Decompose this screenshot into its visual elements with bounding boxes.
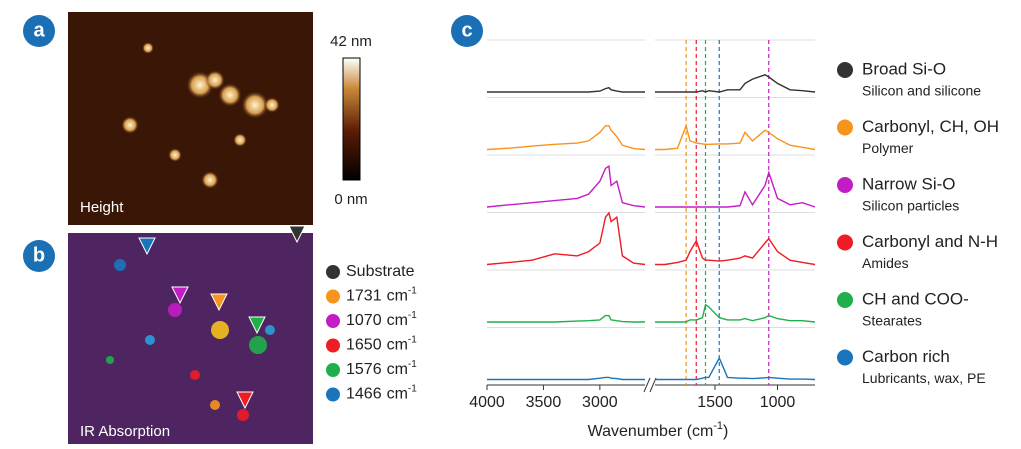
legend-wavenumber: 1466 [346, 386, 382, 403]
legend-marker [326, 265, 340, 279]
legend-subtitle: Silicon and silicone [862, 83, 981, 99]
spectrum-line [655, 123, 816, 151]
legend-label: 1731 cm-1 [346, 285, 417, 305]
legend-wavenumber: 1576 [346, 361, 382, 378]
spectrum-line [487, 86, 645, 93]
spectrum-line [655, 74, 816, 93]
spectrum-line [486, 125, 646, 151]
legend-label: 1650 cm-1 [346, 334, 417, 354]
x-axis-label-end: ) [723, 423, 728, 440]
legend-marker [837, 62, 853, 78]
spectrum-line [655, 237, 816, 266]
ir-features [106, 259, 275, 421]
legend-unit: cm [387, 312, 408, 329]
legend-marker [837, 234, 853, 251]
legend-marker [326, 338, 340, 353]
legend-subtitle: Polymer [862, 140, 914, 156]
legend-label: Substrate [346, 263, 415, 280]
spectrum-line [486, 211, 646, 266]
legend-marker [837, 177, 853, 193]
panel-badge [23, 15, 55, 47]
ir-pointers [138, 225, 306, 410]
panel-badge [451, 15, 483, 47]
legend-unit-sup: -1 [408, 310, 417, 321]
legend-name: Broad Si-O [862, 59, 946, 78]
legend-label: 1576 cm-1 [346, 359, 417, 379]
legend-wavenumber: 1731 [346, 288, 382, 305]
panel-caption: IR Absorption [80, 423, 170, 440]
legend-marker [326, 314, 340, 328]
spectrum-line [655, 356, 816, 381]
legend-wavenumber: 1650 [346, 337, 382, 354]
legend-marker [837, 119, 853, 136]
legend-subtitle: Amides [862, 255, 909, 271]
legend-label: 1070 cm-1 [346, 310, 417, 330]
colorbar-min: 0 nm [334, 191, 367, 208]
legend-marker [326, 363, 340, 377]
legend-name: Carbonyl and N-H [862, 232, 998, 251]
legend-name: Carbonyl, CH, OH [862, 117, 999, 136]
spectrum-line [655, 303, 816, 323]
spectrum-line [487, 314, 645, 323]
x-tick-label: 1000 [760, 394, 796, 411]
legend-unit-sup: -1 [408, 285, 417, 296]
x-tick-label: 3500 [526, 394, 562, 411]
x-axis-label-sup: -1 [713, 420, 723, 432]
height-map [68, 12, 313, 225]
x-axis-label-text: Wavenumber (cm [588, 423, 714, 440]
panel-label: c [461, 19, 472, 41]
colorbar [342, 57, 361, 181]
legend-subtitle: Lubricants, wax, PE [862, 370, 986, 386]
legend-unit: cm [387, 386, 408, 403]
x-tick-label: 4000 [469, 394, 505, 411]
legend-unit-sup: -1 [408, 383, 417, 394]
legend-marker [326, 387, 340, 402]
legend-name: Narrow Si-O [862, 174, 956, 193]
x-tick-label: 3000 [582, 394, 618, 411]
panel-label: b [33, 244, 45, 266]
legend-marker [837, 292, 853, 308]
spectrum-line [486, 165, 646, 208]
x-axis-label: Wavenumber (cm-1) [588, 420, 729, 440]
legend-marker [326, 289, 340, 304]
legend-subtitle: Stearates [862, 313, 922, 329]
x-tick-label: 1500 [697, 394, 733, 411]
spectrum-line [487, 376, 645, 381]
legend-name: Carbon rich [862, 347, 950, 366]
legend-marker [837, 349, 853, 366]
legend-unit: cm [387, 288, 408, 305]
ir-map [68, 233, 313, 444]
colorbar-max: 42 nm [330, 33, 372, 50]
legend-name: CH and COO- [862, 289, 969, 308]
height-features [121, 42, 280, 189]
legend-unit: cm [387, 361, 408, 378]
panel-badge [23, 240, 55, 272]
legend-unit-sup: -1 [408, 334, 417, 345]
legend-wavenumber: 1070 [346, 312, 382, 329]
panel-label: a [33, 19, 45, 41]
spectrum-line [655, 170, 816, 208]
axis-break [643, 377, 657, 393]
legend-unit-sup: -1 [408, 359, 417, 370]
panel-caption: Height [80, 199, 124, 216]
legend-label: 1466 cm-1 [346, 383, 417, 403]
legend-unit: cm [387, 337, 408, 354]
legend-subtitle: Silicon particles [862, 198, 959, 214]
